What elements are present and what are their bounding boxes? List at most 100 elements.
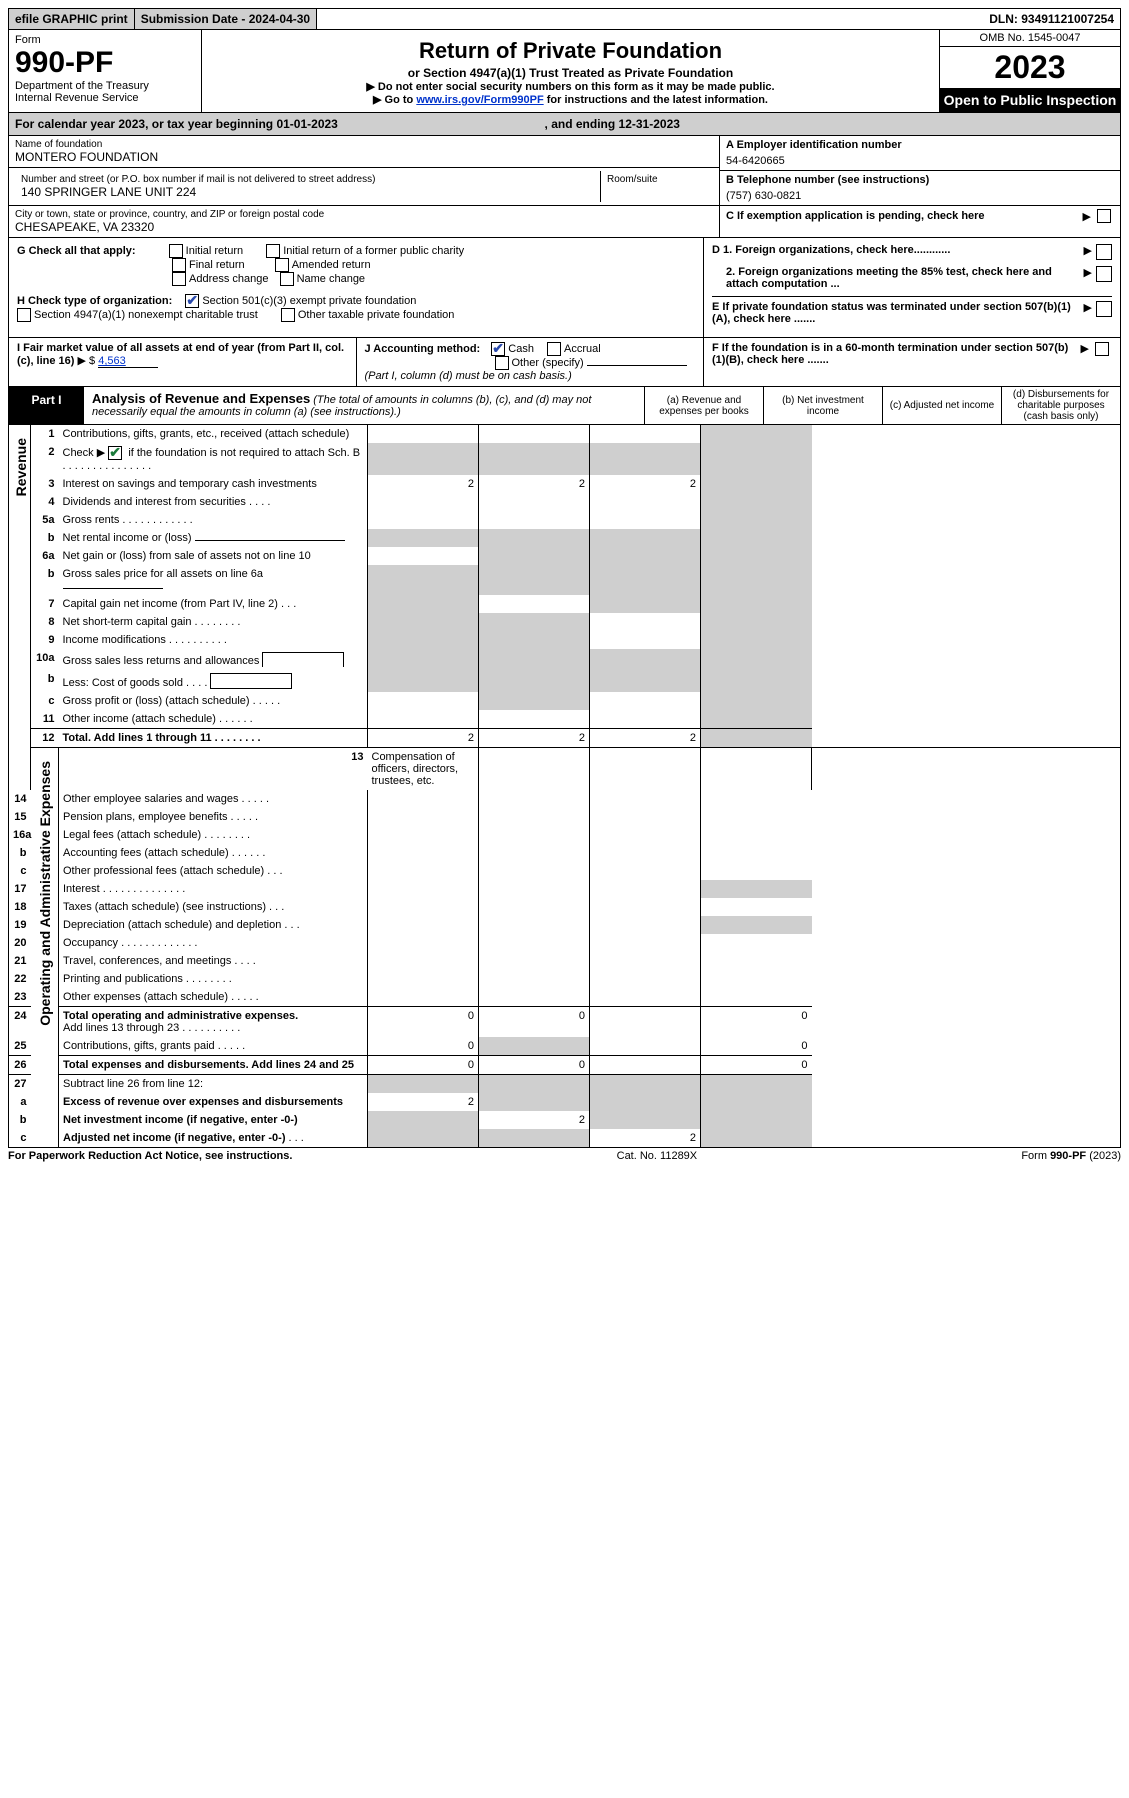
entity-info-left: Name of foundation MONTERO FOUNDATION Nu… xyxy=(9,136,719,237)
foundation-name-row: Name of foundation MONTERO FOUNDATION xyxy=(9,136,719,168)
exemption-checkbox[interactable] xyxy=(1097,209,1111,223)
initial-return-checkbox[interactable] xyxy=(169,244,183,258)
line-7: 7Capital gain net income (from Part IV, … xyxy=(9,595,1121,613)
line-16c: cOther professional fees (attach schedul… xyxy=(9,862,1121,880)
line-27b: bNet investment income (if negative, ent… xyxy=(9,1111,1121,1129)
dln: DLN: 93491121007254 xyxy=(983,9,1120,29)
line-21: 21Travel, conferences, and meetings . . … xyxy=(9,952,1121,970)
d1-row: D 1. Foreign organizations, check here..… xyxy=(712,244,1112,260)
i-value[interactable]: 4,563 xyxy=(98,355,158,368)
accrual-checkbox[interactable] xyxy=(547,342,561,356)
ij-block: I Fair market value of all assets at end… xyxy=(8,338,1121,387)
l2-desc: Check ▶ if the foundation is not require… xyxy=(59,443,368,475)
part1-label: Part I xyxy=(9,387,84,424)
foundation-name: MONTERO FOUNDATION xyxy=(15,150,713,164)
line-16a: 16aLegal fees (attach schedule) . . . . … xyxy=(9,826,1121,844)
line-2: 2Check ▶ if the foundation is not requir… xyxy=(9,443,1121,475)
l11-desc: Other income (attach schedule) . . . . .… xyxy=(59,710,368,729)
l21-desc: Travel, conferences, and meetings . . . … xyxy=(59,952,368,970)
cash-label: Cash xyxy=(508,343,534,355)
city-row: City or town, state or province, country… xyxy=(9,206,719,237)
address-label: Number and street (or P.O. box number if… xyxy=(21,174,594,185)
name-change-checkbox[interactable] xyxy=(280,272,294,286)
arrow-icon: ▶ xyxy=(1084,266,1092,279)
line-6b: bGross sales price for all assets on lin… xyxy=(9,565,1121,595)
l26-d: 0 xyxy=(701,1056,812,1075)
footer-mid: Cat. No. 11289X xyxy=(617,1150,698,1162)
instr-link-row: ▶ Go to www.irs.gov/Form990PF for instru… xyxy=(212,93,929,106)
revenue-section-label: Revenue xyxy=(9,425,31,790)
other-method-label: Other (specify) xyxy=(512,357,584,369)
phone-value: (757) 630-0821 xyxy=(726,190,1114,202)
l14-desc: Other employee salaries and wages . . . … xyxy=(59,790,368,808)
l20-desc: Occupancy . . . . . . . . . . . . . xyxy=(59,934,368,952)
section-h: H Check type of organization: Section 50… xyxy=(17,294,695,322)
line-10a: 10aGross sales less returns and allowanc… xyxy=(9,649,1121,670)
calendar-year-row: For calendar year 2023, or tax year begi… xyxy=(8,113,1121,136)
city-label: City or town, state or province, country… xyxy=(15,209,713,220)
topbar-spacer xyxy=(317,9,983,29)
top-header-bar: efile GRAPHIC print Submission Date - 20… xyxy=(8,8,1121,30)
line-9: 9Income modifications . . . . . . . . . … xyxy=(9,631,1121,649)
line-24: 24Total operating and administrative exp… xyxy=(9,1007,1121,1038)
4947-checkbox[interactable] xyxy=(17,308,31,322)
city-value: CHESAPEAKE, VA 23320 xyxy=(15,220,713,234)
l3-c: 2 xyxy=(590,475,701,493)
j-label: J Accounting method: xyxy=(365,343,481,355)
line-5a: 5aGross rents . . . . . . . . . . . . xyxy=(9,511,1121,529)
line-4: 4Dividends and interest from securities … xyxy=(9,493,1121,511)
f-label: F If the foundation is in a 60-month ter… xyxy=(712,342,1081,366)
l24-desc: Total operating and administrative expen… xyxy=(59,1007,368,1038)
section-j: J Accounting method: Cash Accrual Other … xyxy=(357,338,705,386)
l18-desc: Taxes (attach schedule) (see instruction… xyxy=(59,898,368,916)
initial-return-label: Initial return xyxy=(186,245,243,257)
submission-date-value: 2024-04-30 xyxy=(249,12,310,26)
l22-desc: Printing and publications . . . . . . . … xyxy=(59,970,368,988)
col-b-header: (b) Net investment income xyxy=(764,387,883,424)
form-number-block: Form 990-PF Department of the Treasury I… xyxy=(9,30,202,112)
line-25: 25Contributions, gifts, grants paid . . … xyxy=(9,1037,1121,1056)
501c3-checkbox[interactable] xyxy=(185,294,199,308)
check-left: G Check all that apply: Initial return I… xyxy=(9,238,703,337)
cash-checkbox[interactable] xyxy=(491,342,505,356)
final-return-checkbox[interactable] xyxy=(172,258,186,272)
check-sections-block: G Check all that apply: Initial return I… xyxy=(8,238,1121,338)
other-taxable-checkbox[interactable] xyxy=(281,308,295,322)
instr-ssn: ▶ Do not enter social security numbers o… xyxy=(212,80,929,93)
efile-label[interactable]: efile GRAPHIC print xyxy=(9,9,135,29)
other-method-checkbox[interactable] xyxy=(495,356,509,370)
l4-desc: Dividends and interest from securities .… xyxy=(59,493,368,511)
irs-link[interactable]: www.irs.gov/Form990PF xyxy=(416,94,543,106)
instr-goto-pre: ▶ Go to xyxy=(373,94,416,106)
amended-return-checkbox[interactable] xyxy=(275,258,289,272)
d2-checkbox[interactable] xyxy=(1096,266,1112,282)
line-22: 22Printing and publications . . . . . . … xyxy=(9,970,1121,988)
l5a-desc: Gross rents . . . . . . . . . . . . xyxy=(59,511,368,529)
l10c-desc: Gross profit or (loss) (attach schedule)… xyxy=(59,692,368,710)
submission-date: Submission Date - 2024-04-30 xyxy=(135,9,317,29)
form-subtitle: or Section 4947(a)(1) Trust Treated as P… xyxy=(212,66,929,80)
l27c-c: 2 xyxy=(590,1129,701,1148)
line-3: 3Interest on savings and temporary cash … xyxy=(9,475,1121,493)
ein-value: 54-6420665 xyxy=(726,155,1114,167)
calyear-end: 12-31-2023 xyxy=(619,117,680,131)
other-taxable-label: Other taxable private foundation xyxy=(298,309,455,321)
l9-desc: Income modifications . . . . . . . . . . xyxy=(59,631,368,649)
schb-checkbox[interactable] xyxy=(108,446,122,460)
calyear-mid: , and ending xyxy=(545,117,619,131)
form-title-center: Return of Private Foundation or Section … xyxy=(202,30,939,112)
initial-former-checkbox[interactable] xyxy=(266,244,280,258)
form-title-right: OMB No. 1545-0047 2023 Open to Public In… xyxy=(939,30,1120,112)
e-checkbox[interactable] xyxy=(1096,301,1112,317)
submission-date-label: Submission Date - xyxy=(141,12,249,26)
d1-checkbox[interactable] xyxy=(1096,244,1112,260)
address-change-checkbox[interactable] xyxy=(172,272,186,286)
dept-treasury: Department of the Treasury xyxy=(15,80,195,92)
line-11: 11Other income (attach schedule) . . . .… xyxy=(9,710,1121,729)
address-row: Number and street (or P.O. box number if… xyxy=(9,168,719,206)
l16a-desc: Legal fees (attach schedule) . . . . . .… xyxy=(59,826,368,844)
line-20: 20Occupancy . . . . . . . . . . . . . xyxy=(9,934,1121,952)
section-i: I Fair market value of all assets at end… xyxy=(9,338,357,386)
f-checkbox[interactable] xyxy=(1095,342,1109,356)
l12-c: 2 xyxy=(590,729,701,748)
